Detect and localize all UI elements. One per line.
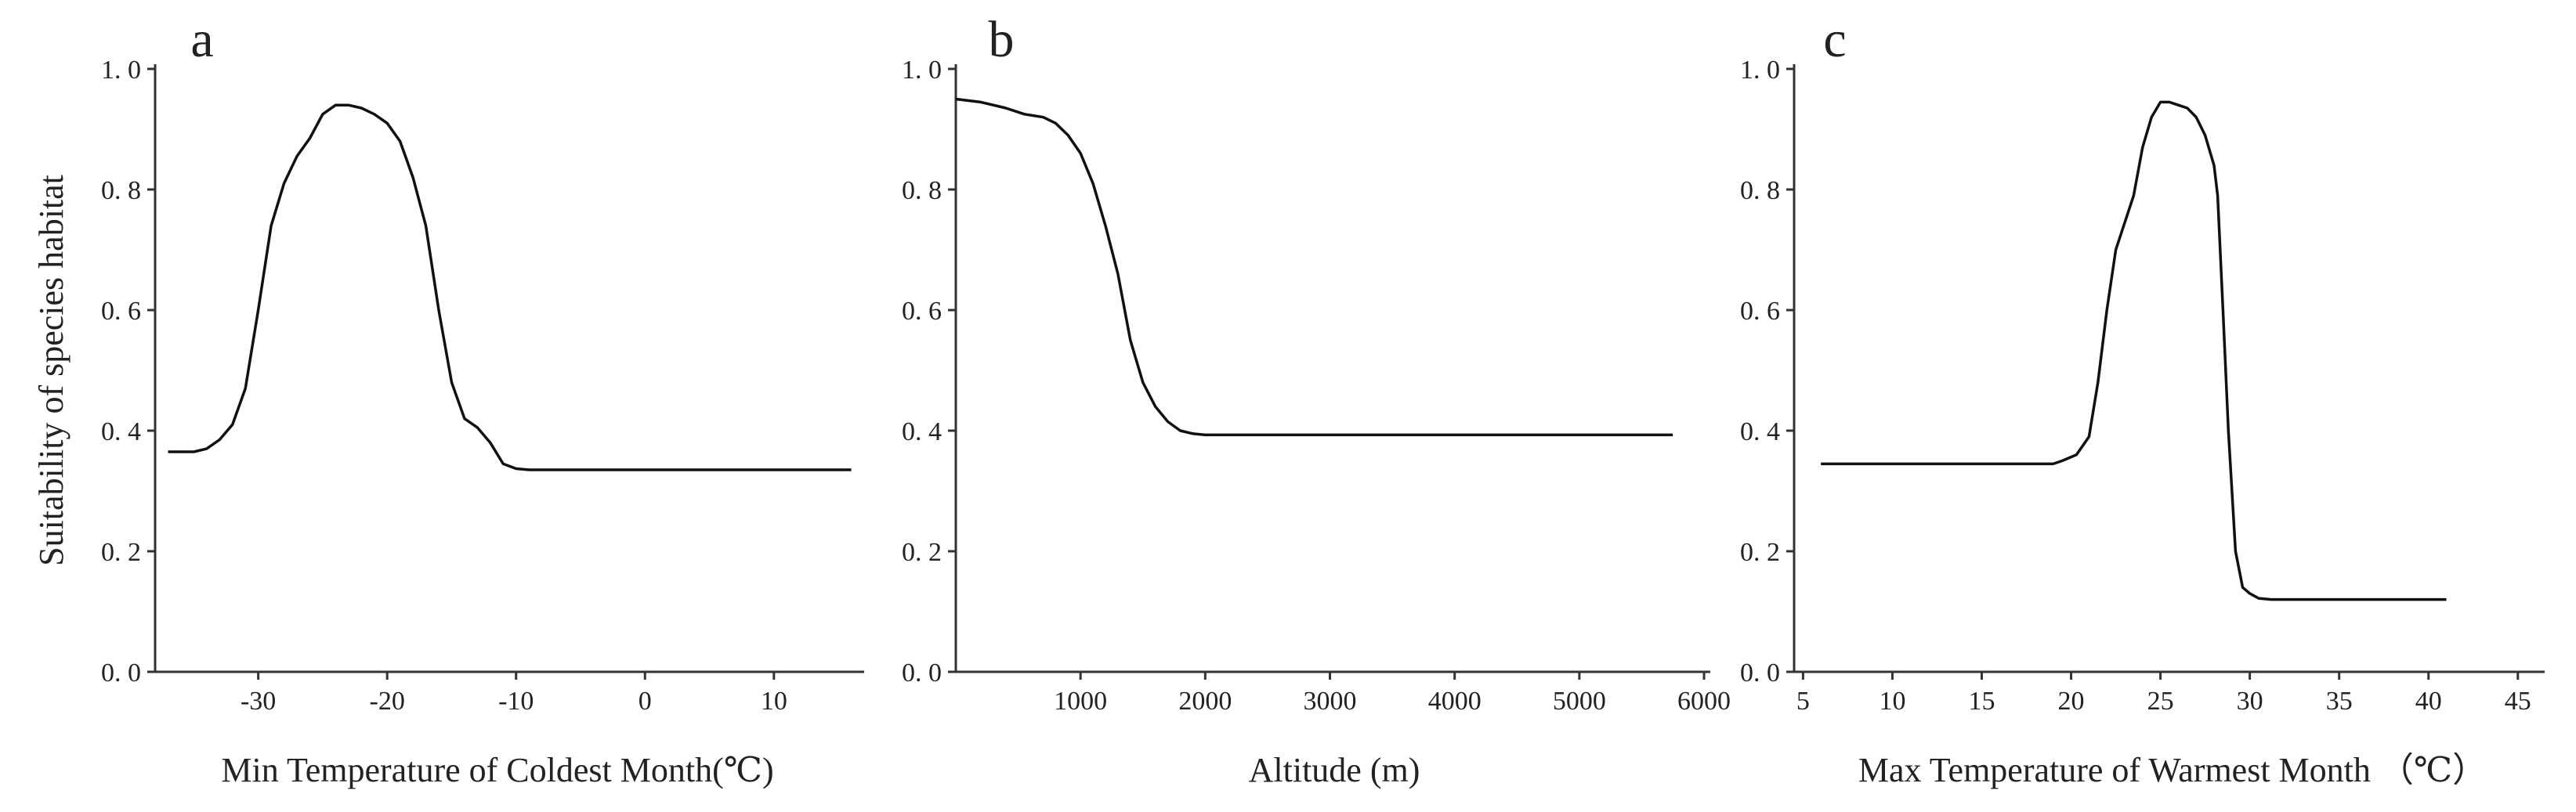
y-tick-label: 0. 0	[1740, 659, 1780, 687]
x-tick-label: 45	[2505, 687, 2531, 716]
y-tick-label: 0. 2	[902, 538, 942, 567]
y-tick-label: 0. 8	[1740, 176, 1780, 205]
y-tick-label: 0. 6	[902, 297, 942, 326]
x-tick-label: -10	[498, 687, 534, 716]
x-tick-label: 35	[2326, 687, 2353, 716]
x-tick-label: 40	[2415, 687, 2442, 716]
x-tick-label: -30	[241, 687, 276, 716]
x-axis-label: Altitude (m)	[1249, 751, 1420, 789]
x-tick-label: 10	[761, 687, 787, 716]
y-tick-label: 0. 0	[902, 659, 942, 687]
x-axis-label: Max Temperature of Warmest Month （℃）	[1858, 751, 2487, 789]
y-tick-label: 0. 4	[902, 417, 942, 446]
y-tick-label: 0. 8	[902, 176, 942, 205]
x-tick-label: 5	[1796, 687, 1810, 716]
y-tick-label: 0. 6	[101, 297, 141, 326]
x-tick-label: 0	[639, 687, 652, 716]
x-tick-label: 3000	[1304, 687, 1357, 716]
y-tick-label: 0. 2	[1740, 538, 1780, 567]
y-tick-label: 1. 0	[1740, 56, 1780, 85]
x-tick-label: 6000	[1677, 687, 1731, 716]
panel-label: c	[1823, 11, 1846, 68]
x-tick-label: 10	[1879, 687, 1905, 716]
x-tick-label: 2000	[1178, 687, 1232, 716]
x-tick-label: 4000	[1428, 687, 1482, 716]
x-axis-label: Min Temperature of Coldest Month(℃)	[221, 751, 773, 789]
y-tick-label: 0. 6	[1740, 297, 1780, 326]
panel-label: a	[190, 11, 213, 68]
series-line-c	[1821, 100, 2447, 601]
x-tick-label: -20	[370, 687, 405, 716]
y-tick-label: 0. 8	[101, 176, 141, 205]
series-line-b	[955, 97, 1673, 437]
y-tick-label: 0. 0	[101, 659, 141, 687]
panel-label: b	[989, 11, 1015, 68]
y-tick-label: 0. 2	[101, 538, 141, 567]
y-tick-label: 1. 0	[902, 56, 942, 85]
y-axis-label: Suitability of species habitat	[32, 175, 71, 566]
x-tick-label: 5000	[1553, 687, 1606, 716]
x-tick-label: 1000	[1054, 687, 1107, 716]
x-tick-label: 25	[2147, 687, 2174, 716]
y-tick-label: 0. 4	[1740, 417, 1780, 446]
x-tick-label: 30	[2237, 687, 2263, 716]
series-line-a	[168, 103, 852, 471]
y-tick-label: 0. 4	[101, 417, 141, 446]
y-tick-label: 1. 0	[101, 56, 141, 85]
x-tick-label: 20	[2058, 687, 2085, 716]
x-tick-label: 15	[1969, 687, 1995, 716]
